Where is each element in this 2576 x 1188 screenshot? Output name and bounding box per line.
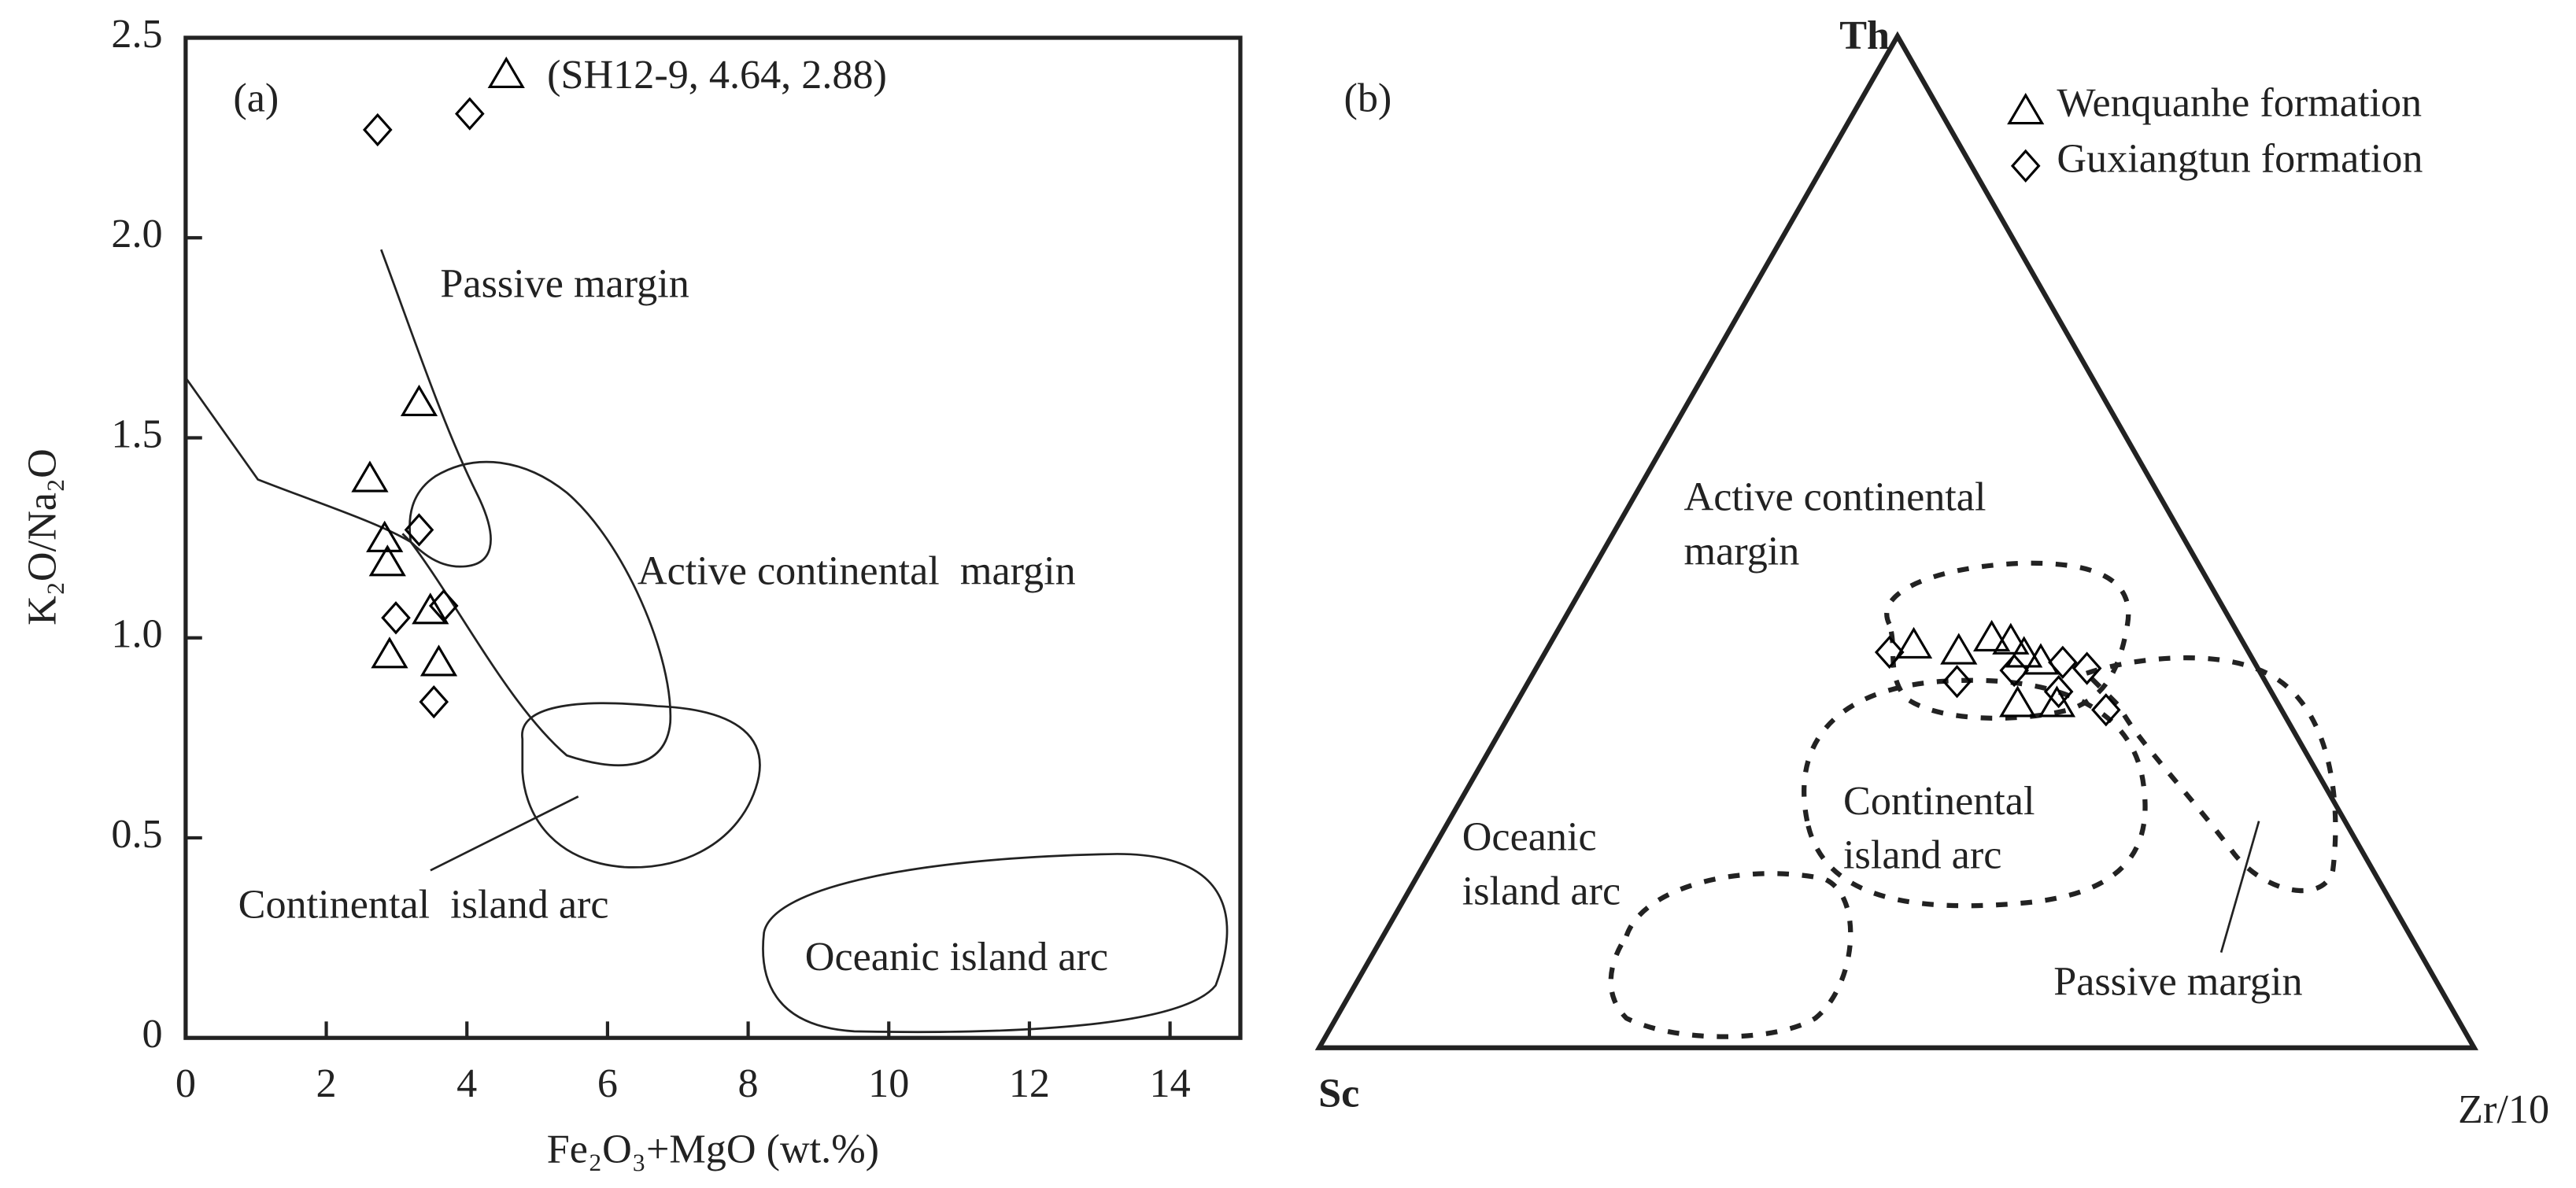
legend-label: Guxiangtun formation — [2057, 137, 2423, 182]
field-boundary — [184, 377, 672, 767]
region-label: island arc — [1843, 833, 2001, 878]
data-point — [1942, 665, 1972, 699]
data-point — [2038, 685, 2076, 718]
data-point — [2043, 674, 2074, 709]
field-boundary — [380, 249, 492, 568]
panel-label: (b) — [1343, 76, 1391, 120]
region-label: Active continental — [1684, 475, 1987, 520]
data-point — [1874, 635, 1905, 670]
data-point — [400, 384, 438, 416]
x-tick-label: 8 — [738, 1061, 759, 1106]
y-tick-label: 0 — [142, 1012, 163, 1057]
x-tick-label: 2 — [316, 1061, 337, 1106]
y-tick-label: 0.5 — [111, 812, 162, 857]
region-label: Oceanic — [1462, 815, 1597, 860]
vertex-label: Th — [1839, 13, 1890, 58]
legend-marker — [2010, 149, 2041, 183]
vertex-label: Zr/10 — [2458, 1087, 2549, 1132]
data-point — [1999, 653, 2029, 688]
pointer-line — [430, 795, 579, 872]
y-tick-label: 1.5 — [111, 411, 162, 456]
region-label: Continental island arc — [238, 882, 609, 927]
y-tick-label: 1.0 — [111, 612, 162, 657]
data-point — [362, 113, 393, 147]
vertex-label: Sc — [1318, 1071, 1359, 1116]
data-point — [368, 544, 406, 577]
region-label: Passive margin — [2053, 959, 2302, 1004]
y-tick-label: 2.0 — [111, 212, 162, 256]
field-boundary — [2082, 655, 2338, 894]
x-tick-label: 6 — [597, 1061, 618, 1106]
field-boundary — [762, 853, 1229, 1034]
data-point — [2022, 643, 2060, 675]
data-point — [381, 601, 411, 635]
ternary-frame — [1314, 31, 2478, 1050]
region-label: Passive margin — [440, 261, 689, 306]
field-boundary — [1802, 677, 2148, 909]
data-point — [1894, 626, 1933, 659]
data-point — [419, 684, 449, 719]
data-point — [1992, 622, 2030, 655]
data-point — [419, 644, 458, 677]
annotation: (SH12-9, 4.64, 2.88) — [547, 53, 887, 98]
region-label: island arc — [1462, 869, 1621, 914]
field-boundary — [521, 702, 761, 869]
data-point — [2048, 645, 2078, 679]
pointer-line — [2219, 821, 2260, 954]
data-point — [2091, 693, 2121, 727]
region-label: Active continental margin — [638, 549, 1076, 594]
data-point — [428, 588, 459, 623]
data-point — [487, 56, 525, 89]
data-point — [2072, 651, 2102, 685]
region-label: Continental — [1843, 779, 2035, 824]
data-point — [404, 513, 434, 547]
legend-label: Wenquanhe formation — [2057, 81, 2422, 126]
x-tick-label: 4 — [456, 1061, 477, 1106]
region-label: margin — [1684, 529, 1800, 574]
data-point — [351, 460, 389, 493]
x-tick-label: 12 — [1009, 1061, 1050, 1106]
data-point — [371, 636, 408, 669]
region-label: Oceanic island arc — [805, 935, 1108, 980]
data-point — [1998, 685, 2037, 718]
legend-marker — [2007, 92, 2045, 125]
plot-frame — [183, 35, 1243, 1040]
y-tick-label: 2.5 — [111, 12, 162, 57]
data-point — [1973, 619, 2011, 651]
x-tick-label: 10 — [868, 1061, 909, 1106]
data-point — [412, 592, 449, 625]
data-point — [455, 97, 485, 131]
panel-label: (a) — [233, 76, 279, 120]
x-tick-label: 0 — [176, 1061, 196, 1106]
x-tick-label: 14 — [1150, 1061, 1191, 1106]
data-point — [1940, 633, 1978, 665]
y-axis-label: K₂O/Na₂O — [20, 448, 65, 625]
x-axis-label: Fe₂O₃+MgO (wt.%) — [547, 1127, 879, 1171]
